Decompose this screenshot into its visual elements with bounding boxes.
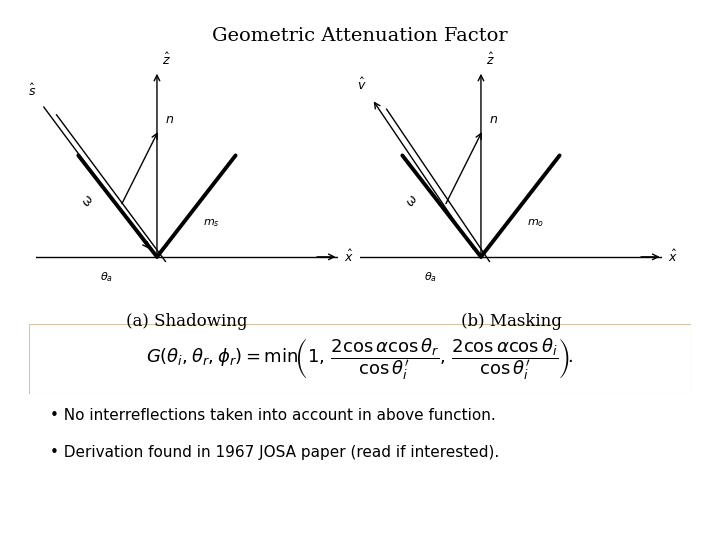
Text: (b) Masking: (b) Masking [461,313,562,330]
Text: $m_s$: $m_s$ [203,217,220,229]
Text: (a) Shadowing: (a) Shadowing [127,313,248,330]
Text: $\theta_a$: $\theta_a$ [99,271,112,284]
Text: $\hat{v}$: $\hat{v}$ [356,77,366,93]
Text: $\omega$: $\omega$ [79,192,96,209]
Text: $m_o$: $m_o$ [527,217,544,229]
Text: $n$: $n$ [489,113,498,126]
Text: Geometric Attenuation Factor: Geometric Attenuation Factor [212,27,508,45]
Text: • Derivation found in 1967 JOSA paper (read if interested).: • Derivation found in 1967 JOSA paper (r… [50,446,500,461]
Text: $\hat{s}$: $\hat{s}$ [28,83,36,99]
Text: $\hat{z}$: $\hat{z}$ [486,51,495,68]
Text: $G(\theta_i, \theta_r, \phi_r) = \min\!\left(1,\,\dfrac{2\cos\alpha\cos\theta_r}: $G(\theta_i, \theta_r, \phi_r) = \min\!\… [146,336,574,382]
Text: $\omega$: $\omega$ [403,192,420,209]
Text: $\hat{z}$: $\hat{z}$ [162,51,171,68]
Text: $n$: $n$ [165,113,174,126]
Text: $\hat{x}$: $\hat{x}$ [668,249,678,265]
Text: • No interreflections taken into account in above function.: • No interreflections taken into account… [50,408,496,423]
Text: $\theta_a$: $\theta_a$ [423,271,436,284]
Text: $\hat{x}$: $\hat{x}$ [344,249,354,265]
